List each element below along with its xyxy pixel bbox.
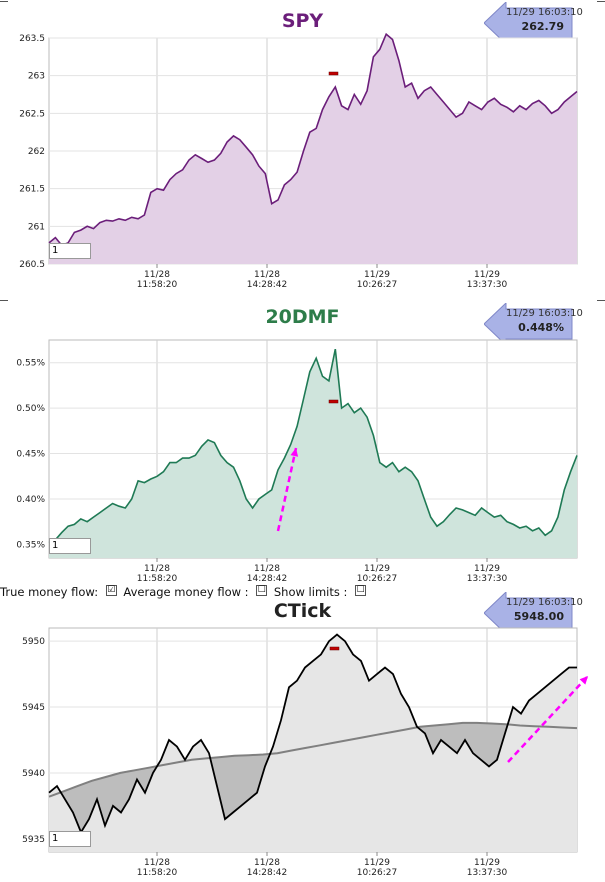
spy-title: SPY [281,10,324,32]
x-tick-date: 11/29 [474,858,500,868]
series-line [48,348,578,544]
y-tick-label: 0.35% [16,540,45,550]
y-tick-label: 5950 [22,637,45,647]
y-tick-label: 261 [28,222,45,232]
y-tick-label: 5935 [22,835,45,845]
y-tick-label: 0.50% [16,404,45,414]
y-tick-label: 261.5 [19,185,45,195]
true-money-flow-checkbox[interactable]: ☑ [105,585,117,596]
x-tick-time: 14:28:42 [247,574,287,584]
spy-chart: 260.5261261.5262262.5263263.511/2811:58:… [19,32,578,290]
series-area [49,349,577,558]
panel-divider-left [0,300,8,301]
money-flow-options: True money flow: ☑ Average money flow : … [0,584,605,600]
trend-arrow-head [290,448,299,457]
trend-arrow [276,447,298,532]
x-tick-time: 11:58:20 [137,280,178,290]
ctick-title: CTick [273,600,332,622]
x-tick-time: 13:37:30 [467,868,508,878]
x-tick-time: 14:28:42 [247,280,287,290]
ctick-last-value-badge: 11/29 16:03:10 5948.00 [484,592,583,634]
average-line [48,721,578,798]
x-tick-date: 11/29 [364,564,390,574]
dmf-badge-value: 0.448% [518,321,564,334]
x-tick-date: 11/29 [364,858,390,868]
trend-arrow-head [579,676,588,685]
x-tick-date: 11/28 [144,858,170,868]
x-tick-time: 11:58:20 [137,868,178,878]
panel-divider-right [597,300,605,301]
y-tick-label: 262.5 [19,109,45,119]
dmf-badge-time: 11/29 16:03:10 [506,308,583,319]
dmf-last-value-badge: 11/29 16:03:10 0.448% [484,303,583,345]
spy-last-value-badge: 11/29 16:03:10 262.79 [484,2,583,44]
dmf-zoom-input[interactable]: 1 [49,538,91,554]
average-money-flow-label: Average money flow : [123,584,249,599]
x-tick-date: 11/28 [254,858,280,868]
y-tick-label: 5940 [22,769,45,779]
spy-badge-time: 11/29 16:03:10 [506,7,583,18]
x-tick-date: 11/29 [474,270,500,280]
ctick-badge-value: 5948.00 [513,610,564,623]
x-tick-date: 11/28 [144,270,170,280]
ctick-zoom-input[interactable]: 1 [49,831,91,847]
series-area [49,34,577,265]
x-tick-time: 10:26:27 [357,574,397,584]
ctick-chart: 593559405945595011/2811:58:2011/2814:28:… [22,627,589,878]
y-tick-label: 262 [28,147,45,157]
y-tick-label: 0.45% [16,450,45,460]
x-tick-date: 11/28 [254,564,280,574]
x-tick-time: 10:26:27 [357,280,397,290]
y-tick-label: 263.5 [19,34,45,44]
show-limits-label: Show limits : [273,584,348,599]
y-tick-label: 5945 [22,703,45,713]
spy-zoom-input[interactable]: 1 [49,243,91,259]
spy-badge-value: 262.79 [521,20,564,33]
x-tick-time: 10:26:27 [357,868,397,878]
y-tick-label: 0.40% [16,495,45,505]
ctick-badge-time: 11/29 16:03:10 [506,597,583,608]
x-tick-time: 11:58:20 [137,574,178,584]
y-tick-label: 260.5 [19,260,45,270]
series-line [48,633,577,835]
event-marker [328,399,339,404]
panel-divider-right [597,1,605,2]
x-tick-date: 11/29 [474,564,500,574]
x-tick-time: 13:37:30 [467,280,508,290]
x-tick-date: 11/28 [254,270,280,280]
true-money-flow-label: True money flow: [0,584,99,599]
show-limits-checkbox[interactable]: ☐ [355,585,367,596]
x-tick-time: 14:28:42 [247,868,287,878]
y-tick-label: 263 [28,72,45,82]
event-marker [328,71,339,76]
dmf-title: 20DMF [265,306,340,328]
x-tick-date: 11/28 [144,564,170,574]
x-tick-date: 11/29 [364,270,390,280]
x-tick-time: 13:37:30 [467,574,508,584]
event-marker [329,646,340,651]
dmf-chart: 0.35%0.40%0.45%0.50%0.55%11/2811:58:2011… [16,339,578,584]
panel-divider-left [0,1,8,2]
y-tick-label: 0.55% [16,359,45,369]
average-money-flow-checkbox[interactable]: ☐ [256,585,268,596]
series-area [49,634,577,852]
series-line [48,32,578,247]
